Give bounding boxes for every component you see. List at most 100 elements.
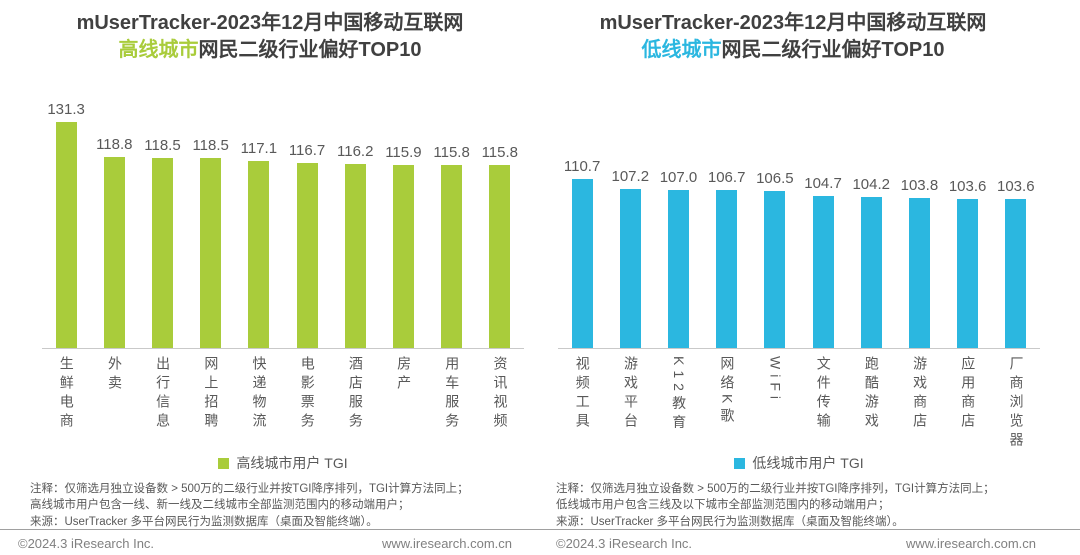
bar-slot: 118.5: [187, 121, 235, 348]
bar: [55, 122, 77, 348]
bar-slot: 103.8: [895, 121, 943, 348]
chart-title-line2: 高线城市网民二级行业偏好TOP10: [0, 37, 540, 64]
category-slot: 出行信息: [138, 356, 186, 452]
bar-value-label: 117.1: [240, 140, 278, 157]
category-slot: 网络K歌: [703, 356, 751, 452]
footnote-line: 高线城市用户包含一线、新一线及二线城市全部监测范围内的移动端用户；: [30, 499, 410, 512]
bar-value-label: 116.2: [337, 143, 374, 160]
bar-value-label: 131.3: [47, 101, 85, 118]
category-slot: 网上招聘: [187, 356, 235, 452]
bar: [151, 158, 173, 348]
bar-value-label: 107.2: [611, 168, 650, 185]
bar-value-label: 116.7: [288, 142, 326, 159]
bar: [860, 197, 882, 348]
bar: [248, 161, 270, 348]
bar-value-label: 107.0: [659, 169, 698, 186]
bar-value-label: 104.2: [852, 176, 890, 193]
legend-swatch: [734, 457, 746, 469]
bar: [103, 157, 125, 348]
chart-title: mUserTracker-2023年12月中国移动互联网 高线城市网民二级行业偏…: [0, 10, 540, 64]
category-label: 快递物流: [251, 356, 268, 432]
bar-slot: 107.2: [606, 121, 654, 348]
category-slot: 游戏平台: [606, 356, 654, 452]
category-slot: 厂商浏览器: [992, 356, 1040, 452]
bar-value-label: 115.9: [385, 144, 422, 161]
bar-value-label: 103.6: [997, 178, 1035, 195]
category-slot: 房产: [379, 356, 427, 452]
category-slot: 跑酷游戏: [847, 356, 895, 452]
footnotes: 注释：仅筛选月独立设备数 > 500万的二级行业并按TGI降序排列，TGI计算方…: [0, 481, 540, 530]
plot-area: 110.7 107.2 107.0 106.7 106.5 104.7 104.2 103.8…: [558, 121, 1040, 349]
footnote-line: 低线城市用户包含三线及以下城市全部监测范围内的移动端用户；: [556, 499, 890, 512]
category-slot: 电影票务: [283, 356, 331, 452]
category-slot: 快递物流: [235, 356, 283, 452]
category-label: 游戏平台: [622, 356, 639, 432]
bar-slot: 131.3: [42, 101, 90, 348]
category-label: 酒店服务: [347, 356, 364, 432]
bar: [489, 165, 511, 348]
bar-slot: 104.2: [847, 121, 895, 348]
footnote-line: 注释：仅筛选月独立设备数 > 500万的二级行业并按TGI降序排列，TGI计算方…: [30, 483, 469, 495]
category-label: 跑酷游戏: [863, 356, 880, 432]
footnote-line: 来源：UserTracker 多平台网民行为监测数据库（桌面及智能终端）。: [556, 515, 904, 528]
bar-value-label: 115.8: [433, 144, 470, 161]
chart-title-suffix: 网民二级行业偏好TOP10: [198, 39, 422, 61]
category-slot: 应用商店: [944, 356, 992, 452]
footnotes: 注释：仅筛选月独立设备数 > 500万的二级行业并按TGI降序排列，TGI计算方…: [540, 481, 1080, 530]
bar-slot: 115.8: [476, 121, 524, 348]
copyright-text: ©2024.3 iResearch Inc.: [18, 536, 155, 551]
category-axis: 生鲜电商 外卖 出行信息 网上招聘 快递物流 电影票务 酒店服务 房产 用车服务 资讯视频: [42, 356, 524, 452]
copyright-text: ©2024.3 iResearch Inc.: [556, 536, 693, 551]
category-label: 外卖: [106, 356, 123, 394]
bar-slot: 103.6: [992, 121, 1040, 348]
category-label: 视频工具: [574, 356, 591, 432]
chart-title-line1: mUserTracker-2023年12月中国移动互联网: [599, 12, 987, 34]
bar-value-label: 104.7: [804, 175, 842, 192]
category-label: 文件传输: [815, 356, 832, 432]
category-label: 厂商浏览器: [1008, 356, 1025, 451]
bar-value-label: 118.5: [144, 137, 181, 154]
bar: [957, 199, 979, 348]
category-slot: 视频工具: [558, 356, 606, 452]
bar-value-label: 106.5: [756, 170, 794, 187]
bar: [716, 190, 738, 348]
bar-slot: 116.2: [331, 121, 379, 348]
footnote-line: 注释：仅筛选月独立设备数 > 500万的二级行业并按TGI降序排列，TGI计算方…: [556, 483, 995, 495]
category-slot: 资讯视频: [476, 356, 524, 452]
category-slot: 游戏商店: [895, 356, 943, 452]
chart-title-suffix: 网民二级行业偏好TOP10: [721, 39, 945, 61]
category-slot: K12教育: [654, 356, 702, 452]
bar-value-label: 118.5: [192, 137, 229, 154]
legend-swatch: [218, 457, 230, 469]
footnote-line: 来源：UserTracker 多平台网民行为监测数据库（桌面及智能终端）。: [30, 515, 378, 528]
panel-low-tier-cities: mUserTracker-2023年12月中国移动互联网 低线城市网民二级行业偏…: [540, 0, 1080, 555]
bar-slot: 116.7: [283, 121, 331, 348]
chart-title-line2: 低线城市网民二级行业偏好TOP10: [540, 37, 1046, 64]
bar-value-label: 118.8: [96, 136, 133, 153]
panel-high-tier-cities: mUserTracker-2023年12月中国移动互联网 高线城市网民二级行业偏…: [0, 10, 540, 551]
chart-title-highlight: 低线城市: [641, 39, 722, 61]
category-label: 电影票务: [299, 356, 316, 432]
bar-chart-low-tier: 110.7 107.2 107.0 106.7 106.5 104.7 104.2 103.8…: [558, 121, 1040, 472]
bar: [296, 163, 318, 348]
bar-slot: 118.5: [138, 121, 186, 348]
bar: [619, 189, 641, 348]
category-axis: 视频工具 游戏平台 K12教育 网络K歌 WiFi 文件传输 跑酷游戏 游戏商店 应用商店 厂商浏…: [558, 356, 1040, 452]
chart-title-highlight: 高线城市: [118, 39, 199, 61]
category-slot: WiFi: [751, 356, 799, 452]
bar: [1005, 199, 1027, 348]
category-slot: 文件传输: [799, 356, 847, 452]
category-label: 房产: [396, 356, 413, 394]
legend: 高线城市用户 TGI: [42, 454, 524, 472]
bar-value-label: 110.7: [563, 158, 601, 175]
bar-value-label: 103.6: [948, 178, 987, 195]
bar: [571, 179, 593, 348]
bar-slot: 117.1: [235, 121, 283, 348]
bar-slot: 115.9: [379, 121, 427, 348]
category-slot: 生鲜电商: [42, 356, 90, 452]
bar-chart-high-tier: 131.3 118.8 118.5 118.5 117.1 116.7 116.2 115.9…: [42, 101, 524, 472]
bar: [441, 165, 463, 348]
category-label: K12教育: [671, 356, 688, 434]
bar-slot: 115.8: [428, 121, 476, 348]
